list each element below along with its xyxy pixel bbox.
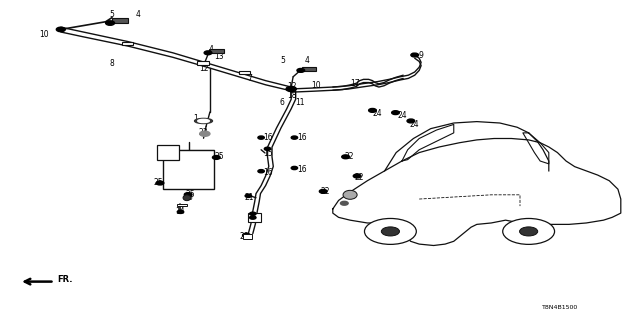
Bar bbox=[197, 61, 209, 65]
Circle shape bbox=[291, 136, 298, 139]
Circle shape bbox=[258, 136, 264, 139]
Text: 18: 18 bbox=[287, 92, 296, 100]
Circle shape bbox=[204, 51, 212, 55]
Text: 12: 12 bbox=[199, 64, 208, 73]
Bar bbox=[122, 42, 133, 45]
Bar bbox=[248, 213, 261, 222]
Circle shape bbox=[381, 227, 399, 236]
Circle shape bbox=[258, 170, 264, 173]
Text: 24: 24 bbox=[397, 111, 407, 120]
Circle shape bbox=[411, 53, 419, 57]
Text: 22: 22 bbox=[344, 152, 353, 161]
Text: 21: 21 bbox=[245, 193, 254, 202]
Text: 7: 7 bbox=[247, 74, 252, 83]
Text: 10: 10 bbox=[38, 30, 49, 39]
Bar bbox=[239, 71, 250, 74]
Text: 4: 4 bbox=[209, 45, 214, 54]
Text: 3: 3 bbox=[187, 193, 192, 202]
Text: 6: 6 bbox=[279, 98, 284, 107]
Circle shape bbox=[319, 189, 327, 193]
Text: 13: 13 bbox=[214, 52, 224, 61]
Text: 1: 1 bbox=[193, 114, 198, 123]
Circle shape bbox=[342, 155, 349, 159]
Circle shape bbox=[56, 27, 65, 32]
Text: 16: 16 bbox=[262, 133, 273, 142]
Ellipse shape bbox=[343, 190, 357, 199]
Text: 24: 24 bbox=[372, 109, 383, 118]
Text: 19: 19 bbox=[163, 152, 173, 161]
Circle shape bbox=[503, 219, 555, 244]
Circle shape bbox=[243, 233, 250, 237]
Circle shape bbox=[369, 108, 376, 112]
Ellipse shape bbox=[183, 195, 191, 201]
Text: 5: 5 bbox=[280, 56, 285, 65]
Circle shape bbox=[250, 212, 256, 215]
Circle shape bbox=[212, 156, 220, 159]
Bar bbox=[302, 67, 316, 71]
Text: 25: 25 bbox=[154, 178, 164, 187]
Text: 11: 11 bbox=[295, 98, 304, 107]
Bar bbox=[210, 49, 224, 53]
Text: 16: 16 bbox=[262, 168, 273, 177]
Circle shape bbox=[177, 210, 184, 213]
Circle shape bbox=[407, 119, 415, 123]
Text: 5: 5 bbox=[109, 10, 115, 19]
Text: 2: 2 bbox=[252, 213, 257, 222]
Text: T8N4B1500: T8N4B1500 bbox=[542, 305, 578, 310]
Text: 23: 23 bbox=[198, 128, 209, 137]
Bar bbox=[243, 234, 252, 239]
Text: 10: 10 bbox=[311, 81, 321, 90]
Text: FR.: FR. bbox=[58, 276, 73, 284]
Circle shape bbox=[106, 21, 115, 25]
Circle shape bbox=[340, 201, 348, 205]
Circle shape bbox=[297, 68, 305, 72]
Text: 16: 16 bbox=[297, 165, 307, 174]
Text: 22: 22 bbox=[321, 188, 330, 196]
Circle shape bbox=[392, 111, 399, 115]
Circle shape bbox=[264, 147, 271, 150]
Circle shape bbox=[365, 219, 417, 244]
Ellipse shape bbox=[198, 119, 209, 123]
Text: 17: 17 bbox=[350, 79, 360, 88]
Bar bbox=[112, 18, 128, 23]
Text: 25: 25 bbox=[186, 190, 196, 199]
Text: 4: 4 bbox=[135, 10, 140, 19]
Text: 20: 20 bbox=[239, 232, 250, 241]
Bar bbox=[177, 204, 187, 206]
Circle shape bbox=[286, 86, 296, 92]
Circle shape bbox=[200, 131, 210, 136]
Bar bbox=[157, 145, 179, 160]
Text: 4: 4 bbox=[305, 56, 310, 65]
Circle shape bbox=[520, 227, 538, 236]
Text: 14: 14 bbox=[175, 207, 186, 216]
Bar bbox=[163, 150, 214, 189]
Ellipse shape bbox=[195, 118, 212, 124]
Text: 16: 16 bbox=[297, 133, 307, 142]
Circle shape bbox=[250, 216, 256, 219]
Text: 24: 24 bbox=[410, 120, 420, 129]
Text: 9: 9 bbox=[419, 52, 424, 60]
Text: 22: 22 bbox=[355, 173, 364, 182]
Circle shape bbox=[184, 193, 192, 196]
Text: 8: 8 bbox=[109, 60, 115, 68]
Circle shape bbox=[291, 166, 298, 170]
Text: 12: 12 bbox=[287, 82, 296, 91]
Circle shape bbox=[353, 174, 361, 178]
Circle shape bbox=[156, 181, 164, 185]
Text: 15: 15 bbox=[262, 149, 273, 158]
Circle shape bbox=[245, 194, 252, 197]
Text: 25: 25 bbox=[214, 152, 224, 161]
